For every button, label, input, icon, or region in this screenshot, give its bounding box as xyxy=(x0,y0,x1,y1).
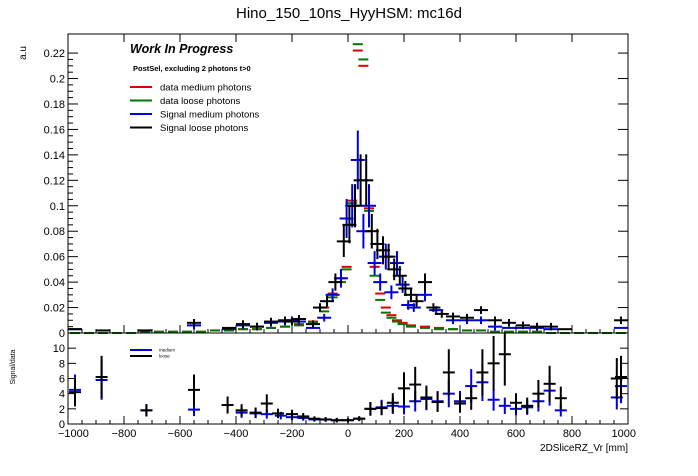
series-data-loose-photons xyxy=(70,43,626,334)
top-plot-frame xyxy=(67,33,629,334)
x-tick-label: 1000 xyxy=(612,428,636,440)
ratio-y-tick-label: 8 xyxy=(59,358,65,370)
series-signal-loose-photons xyxy=(68,154,628,332)
top-y-axis-label: a.u xyxy=(18,46,29,60)
top-legend: data medium photons data loose photons Sig… xyxy=(130,83,260,134)
x-tick-label: −1000 xyxy=(58,428,89,440)
x-tick-label: −600 xyxy=(168,428,193,440)
y-tick-label: 0 xyxy=(59,328,65,340)
ratio-legend-entry: medium xyxy=(159,348,175,353)
x-tick-label: −800 xyxy=(112,428,137,440)
bottom-y-axis: 0 2 4 6 8 10 xyxy=(53,343,628,431)
x-tick-label: 400 xyxy=(451,428,469,440)
bottom-y-axis-label: Signal/data xyxy=(10,349,17,384)
y-tick-label: 0.14 xyxy=(44,150,65,162)
y-tick-label: 0.2 xyxy=(50,74,65,86)
y-tick-label: 0.08 xyxy=(44,226,65,238)
series-data-medium-photons xyxy=(70,49,626,334)
ratio-y-tick-label: 0 xyxy=(59,419,65,431)
x-tick-label: 200 xyxy=(395,428,413,440)
y-tick-label: 0.16 xyxy=(44,124,65,136)
top-plot-area xyxy=(67,33,629,334)
x-axis: −1000 −800 −600 −400 −200 0 200 400 600 800 1000 xyxy=(58,34,636,440)
y-tick-label: 0.22 xyxy=(44,48,65,60)
y-tick-label: 0.04 xyxy=(44,277,65,289)
legend-entry: Signal loose photons xyxy=(160,123,248,134)
y-tick-label: 0.18 xyxy=(44,99,65,111)
y-tick-label: 0.12 xyxy=(44,175,65,187)
x-axis-label: 2DSliceRZ_Vr [mm] xyxy=(540,443,628,454)
series-signal-medium-photons xyxy=(68,130,628,332)
legend-entry: data loose photons xyxy=(160,96,241,107)
x-tick-label: −200 xyxy=(280,428,305,440)
ratio-y-tick-label: 2 xyxy=(59,404,65,416)
ratio-y-tick-label: 6 xyxy=(59,374,65,386)
ratio-data-series xyxy=(69,333,627,423)
legend-entry: Signal medium photons xyxy=(160,110,260,121)
x-tick-label: 0 xyxy=(345,428,351,440)
y-tick-label: 0.1 xyxy=(50,201,65,213)
ratio-series-medium xyxy=(69,360,627,423)
y-tick-label: 0.02 xyxy=(44,303,65,315)
ratio-series-loose xyxy=(69,333,627,423)
ratio-y-tick-label: 10 xyxy=(53,343,65,355)
legend-entry: data medium photons xyxy=(160,83,252,94)
y-tick-label: 0.06 xyxy=(44,252,65,264)
selection-label: PostSel, excluding 2 photons t>0 xyxy=(133,64,251,73)
top-y-axis: 0 0.02 0.04 0.06 0.08 0.1 0.12 0.14 0.16 0.18 0.2 0… xyxy=(44,48,628,340)
ratio-y-tick-label: 4 xyxy=(59,389,65,401)
x-tick-label: −400 xyxy=(224,428,249,440)
x-tick-label: 600 xyxy=(507,428,525,440)
ratio-legend-entry: loose xyxy=(159,354,170,359)
work-in-progress-label: Work In Progress xyxy=(130,42,233,56)
chart-title: Hino_150_10ns_HyyHSM: mc16d xyxy=(236,5,462,22)
x-tick-label: 800 xyxy=(563,428,581,440)
